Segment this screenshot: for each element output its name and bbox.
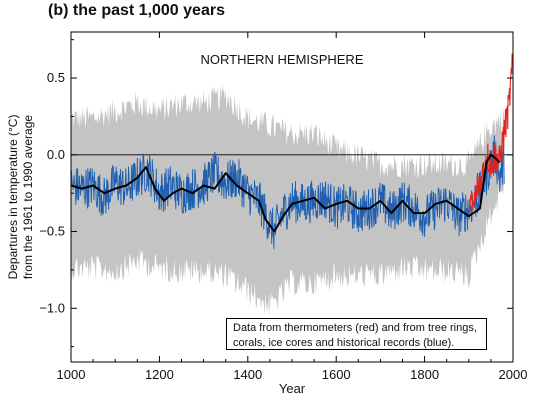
uncertainty-band [71, 83, 505, 316]
y-axis-label-line1: Departures in temperature (°C) [6, 115, 20, 280]
y-tick-label: −0.5 [39, 224, 65, 239]
x-tick-label: 2000 [499, 367, 528, 382]
annotation-line-1: Data from thermometers (red) and from tr… [233, 322, 477, 334]
smoothed-series-line [71, 153, 501, 233]
y-tick-label: 0.0 [47, 147, 65, 162]
x-tick-label: 1200 [145, 367, 174, 382]
panel-label: NORTHERN HEMISPHERE [200, 52, 363, 67]
proxy-series-line [71, 135, 505, 250]
annotation-line-2: corals, ice cores and historical records… [233, 337, 455, 349]
x-axis-label: Year [279, 381, 306, 396]
x-tick-label: 1400 [233, 367, 262, 382]
data-source-annotation: Data from thermometers (red) and from tr… [226, 318, 487, 350]
x-tick-label: 1000 [57, 367, 86, 382]
instrumental-series-line [469, 53, 513, 214]
y-axis-label-line2: from the 1961 to 1990 average [21, 115, 35, 279]
x-tick-label: 1800 [410, 367, 439, 382]
y-tick-label: −1.0 [39, 300, 65, 315]
figure-title: (b) the past 1,000 years [48, 2, 225, 19]
y-tick-label: 0.5 [47, 70, 65, 85]
x-tick-label: 1600 [322, 367, 351, 382]
